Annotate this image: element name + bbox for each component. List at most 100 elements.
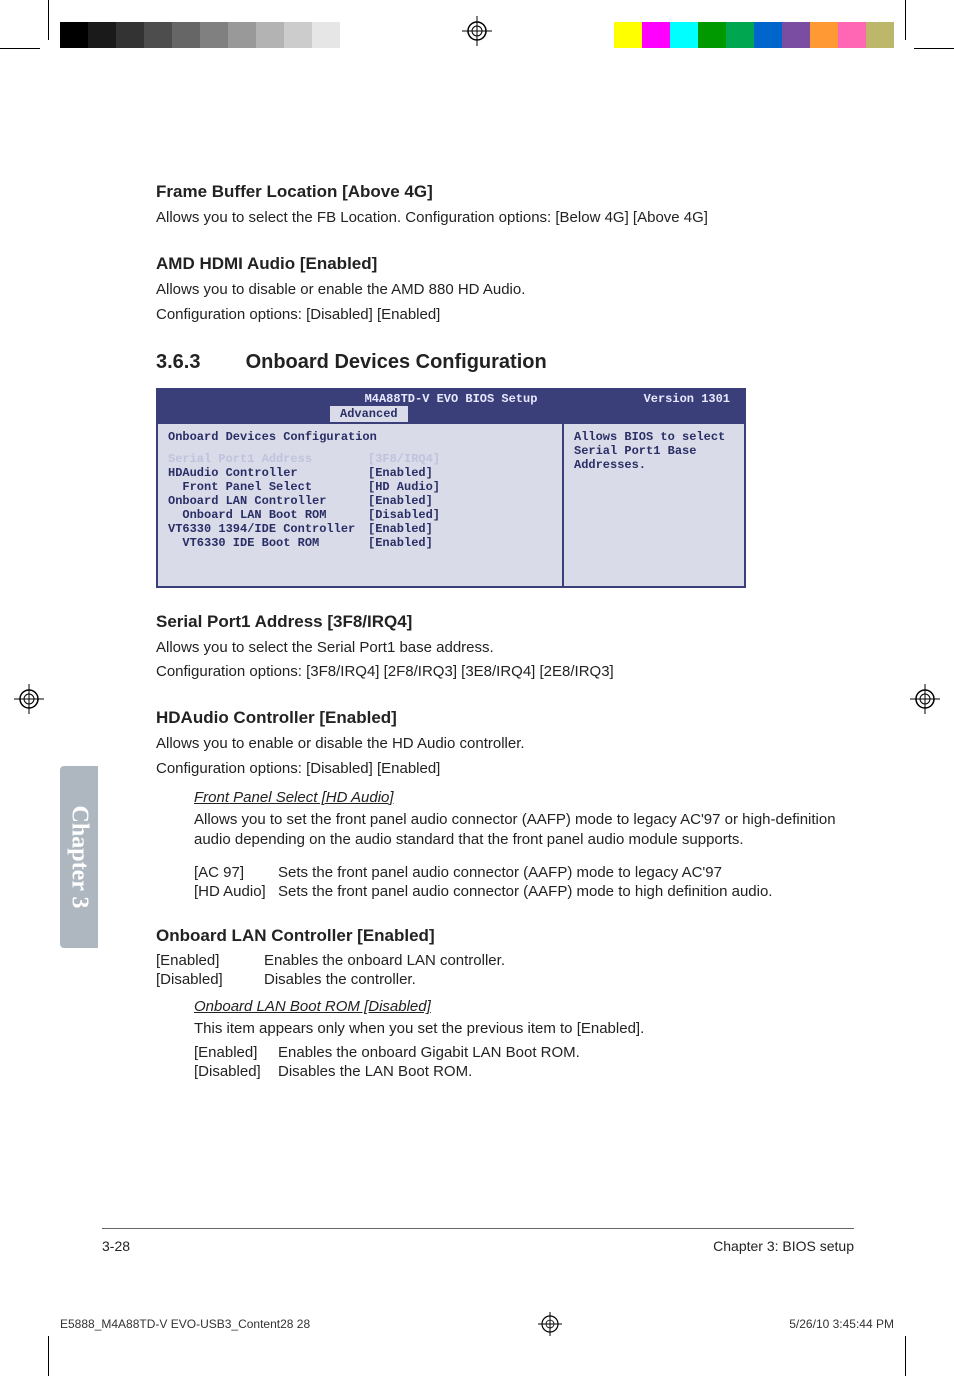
crop-mark — [0, 48, 40, 49]
section-text: Configuration options: [3F8/IRQ4] [2F8/I… — [156, 662, 854, 682]
chapter-tab-label: Chapter 3 — [66, 806, 93, 909]
option-value: Enables the onboard LAN controller. — [264, 952, 505, 969]
bios-setting-value: [Enabled] — [368, 466, 433, 480]
option-key: [Enabled] — [194, 1044, 278, 1061]
bios-help-text: Serial Port1 Base — [574, 444, 734, 458]
bios-panel-header: Onboard Devices Configuration — [168, 430, 552, 444]
bios-setting-label: Onboard LAN Boot ROM — [168, 508, 368, 522]
option-value: Enables the onboard Gigabit LAN Boot ROM… — [278, 1044, 580, 1061]
section-text: Configuration options: [Disabled] [Enabl… — [156, 305, 854, 325]
color-swatch — [172, 22, 200, 48]
bios-setting-label: VT6330 1394/IDE Controller — [168, 522, 368, 536]
registration-mark-icon — [910, 684, 940, 719]
bios-setting-value: [HD Audio] — [368, 480, 440, 494]
section-heading: Frame Buffer Location [Above 4G] — [156, 182, 854, 202]
bios-setting-value: [Disabled] — [368, 508, 440, 522]
section-text: Allows you to disable or enable the AMD … — [156, 280, 854, 300]
color-swatch — [228, 22, 256, 48]
bios-settings-panel: Onboard Devices Configuration Serial Por… — [158, 424, 564, 586]
option-row: [Enabled]Enables the onboard Gigabit LAN… — [194, 1044, 854, 1061]
option-row: [Disabled]Disables the controller. — [156, 971, 854, 988]
color-swatch — [810, 22, 838, 48]
color-swatch — [340, 22, 368, 48]
subsection-front-panel: Front Panel Select [HD Audio] Allows you… — [194, 789, 854, 901]
option-row: [Disabled]Disables the LAN Boot ROM. — [194, 1063, 854, 1080]
section-text: Allows you to select the FB Location. Co… — [156, 208, 854, 228]
subsection-text: Allows you to set the front panel audio … — [194, 810, 854, 851]
color-swatch — [726, 22, 754, 48]
heading-number: 3.6.3 — [156, 351, 240, 374]
bios-setting-label: Front Panel Select — [168, 480, 368, 494]
print-footer: E5888_M4A88TD-V EVO-USB3_Content28 28 5/… — [60, 1312, 894, 1336]
color-swatch — [698, 22, 726, 48]
print-filename: E5888_M4A88TD-V EVO-USB3_Content28 28 — [60, 1317, 310, 1331]
section-heading: HDAudio Controller [Enabled] — [156, 708, 854, 728]
color-swatch — [60, 22, 88, 48]
bios-version: Version 1301 — [644, 392, 730, 406]
color-swatch — [200, 22, 228, 48]
bios-setting-row: Serial Port1 Address[3F8/IRQ4] — [168, 452, 552, 466]
color-swatch — [312, 22, 340, 48]
print-timestamp: 5/26/10 3:45:44 PM — [789, 1317, 894, 1331]
option-key: [Disabled] — [156, 971, 264, 988]
bios-setting-row: Front Panel Select[HD Audio] — [168, 480, 552, 494]
footer-rule — [102, 1228, 854, 1229]
bios-help-panel: Allows BIOS to select Serial Port1 Base … — [564, 424, 744, 586]
bios-setting-label: HDAudio Controller — [168, 466, 368, 480]
bios-tab-advanced: Advanced — [330, 406, 408, 422]
section-serial-port: Serial Port1 Address [3F8/IRQ4] Allows y… — [156, 612, 854, 683]
option-value: Disables the LAN Boot ROM. — [278, 1063, 472, 1080]
registration-mark-icon — [538, 1312, 562, 1336]
section-onboard-lan: Onboard LAN Controller [Enabled] [Enable… — [156, 926, 854, 1079]
option-value: Sets the front panel audio connector (AA… — [278, 883, 772, 900]
color-swatch — [866, 22, 894, 48]
footer-chapter: Chapter 3: BIOS setup — [713, 1238, 854, 1254]
option-key: [HD Audio] — [194, 883, 278, 900]
bios-setting-value: [Enabled] — [368, 522, 433, 536]
heading-title: Onboard Devices Configuration — [246, 351, 547, 373]
option-value: Disables the controller. — [264, 971, 416, 988]
color-swatch — [838, 22, 866, 48]
subsection-lan-boot-rom: Onboard LAN Boot ROM [Disabled] This ite… — [194, 998, 854, 1079]
color-swatch — [782, 22, 810, 48]
bios-help-text: Addresses. — [574, 458, 734, 472]
bios-setting-label: Serial Port1 Address — [168, 452, 368, 466]
chapter-tab: Chapter 3 — [60, 766, 98, 948]
page-number: 3-28 — [102, 1238, 130, 1254]
bios-setting-value: [Enabled] — [368, 494, 433, 508]
color-swatch — [586, 22, 614, 48]
section-heading: Serial Port1 Address [3F8/IRQ4] — [156, 612, 854, 632]
page: Chapter 3 Frame Buffer Location [Above 4… — [0, 0, 954, 1376]
registration-mark-icon — [14, 684, 44, 719]
bios-setting-row: HDAudio Controller[Enabled] — [168, 466, 552, 480]
option-key: [Disabled] — [194, 1063, 278, 1080]
document-body: Frame Buffer Location [Above 4G] Allows … — [156, 182, 854, 1106]
color-swatch — [754, 22, 782, 48]
color-swatch — [116, 22, 144, 48]
option-value: Sets the front panel audio connector (AA… — [278, 864, 722, 881]
numbered-heading: 3.6.3 Onboard Devices Configuration — [156, 351, 854, 374]
color-swatch — [614, 22, 642, 48]
section-text: Allows you to select the Serial Port1 ba… — [156, 638, 854, 658]
bios-setting-row: VT6330 1394/IDE Controller[Enabled] — [168, 522, 552, 536]
bios-setting-label: VT6330 IDE Boot ROM — [168, 536, 368, 550]
section-heading: AMD HDMI Audio [Enabled] — [156, 254, 854, 274]
option-key: [Enabled] — [156, 952, 264, 969]
color-swatch — [88, 22, 116, 48]
bios-setting-value: [Enabled] — [368, 536, 433, 550]
crop-mark — [905, 1336, 906, 1376]
bios-header: M4A88TD-V EVO BIOS Setup Version 1301 Ad… — [158, 390, 744, 424]
registration-mark-icon — [462, 16, 492, 46]
color-swatch — [284, 22, 312, 48]
page-footer: 3-28 Chapter 3: BIOS setup — [102, 1238, 854, 1254]
subsection-text: This item appears only when you set the … — [194, 1019, 854, 1039]
bios-setting-row: VT6330 IDE Boot ROM[Enabled] — [168, 536, 552, 550]
section-text: Allows you to enable or disable the HD A… — [156, 734, 854, 754]
color-swatch — [670, 22, 698, 48]
bios-screenshot: M4A88TD-V EVO BIOS Setup Version 1301 Ad… — [156, 388, 746, 588]
option-row: [Enabled]Enables the onboard LAN control… — [156, 952, 854, 969]
subsection-heading: Front Panel Select [HD Audio] — [194, 789, 854, 806]
bios-help-text: Allows BIOS to select — [574, 430, 734, 444]
option-key: [AC 97] — [194, 864, 278, 881]
bios-setting-row: Onboard LAN Boot ROM[Disabled] — [168, 508, 552, 522]
